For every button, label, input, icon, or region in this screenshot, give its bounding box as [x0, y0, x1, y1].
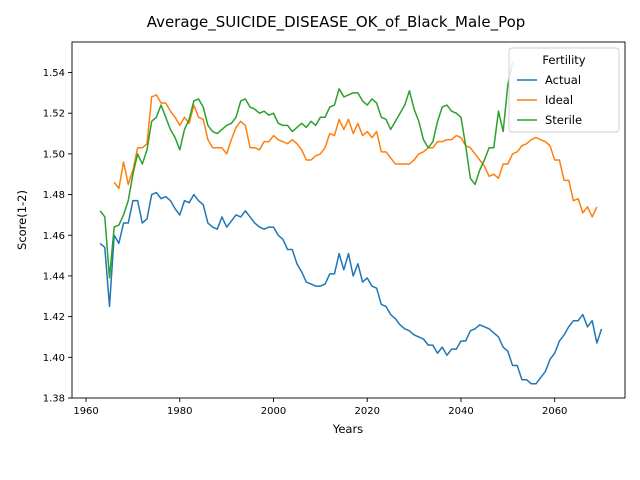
series-line-sterile — [99, 62, 514, 279]
y-tick-label: 1.50 — [43, 149, 65, 160]
legend-label-actual: Actual — [545, 73, 581, 87]
legend: Fertility Actual Ideal Sterile — [508, 47, 620, 133]
y-tick-label: 1.54 — [43, 68, 65, 79]
chart-title: Average_SUICIDE_DISEASE_OK_of_Black_Male… — [147, 13, 526, 32]
x-tick-label: 2020 — [355, 406, 380, 417]
y-tick-label: 1.46 — [43, 231, 65, 242]
y-axis-label: Score(1-2) — [15, 190, 29, 250]
legend-label-sterile: Sterile — [545, 113, 582, 127]
series-layer — [99, 62, 603, 385]
y-tick-label: 1.48 — [43, 190, 65, 201]
y-tick-label: 1.44 — [43, 271, 65, 282]
y-axis-ticks: 1.38 1.40 1.42 1.44 1.46 1.48 1.50 1.52 1.54 — [43, 68, 72, 405]
x-tick-label: 2060 — [542, 406, 567, 417]
x-tick-label: 2040 — [448, 406, 473, 417]
series-line-actual — [99, 191, 603, 385]
y-tick-label: 1.52 — [43, 109, 65, 120]
y-tick-label: 1.38 — [43, 394, 65, 405]
x-tick-label: 1960 — [73, 406, 98, 417]
legend-label-ideal: Ideal — [545, 93, 573, 107]
series-line-ideal — [113, 94, 598, 218]
legend-title: Fertility — [542, 53, 585, 67]
plot-frame — [71, 41, 626, 399]
x-tick-label: 2000 — [261, 406, 286, 417]
y-tick-label: 1.42 — [43, 312, 65, 323]
y-tick-label: 1.40 — [43, 353, 65, 364]
x-axis-ticks: 1960 1980 2000 2020 2040 2060 — [73, 398, 567, 417]
legend-box — [508, 47, 620, 133]
x-axis-label: Years — [332, 422, 363, 436]
legend-entries: Actual Ideal Sterile — [517, 73, 582, 127]
x-tick-label: 1980 — [167, 406, 192, 417]
